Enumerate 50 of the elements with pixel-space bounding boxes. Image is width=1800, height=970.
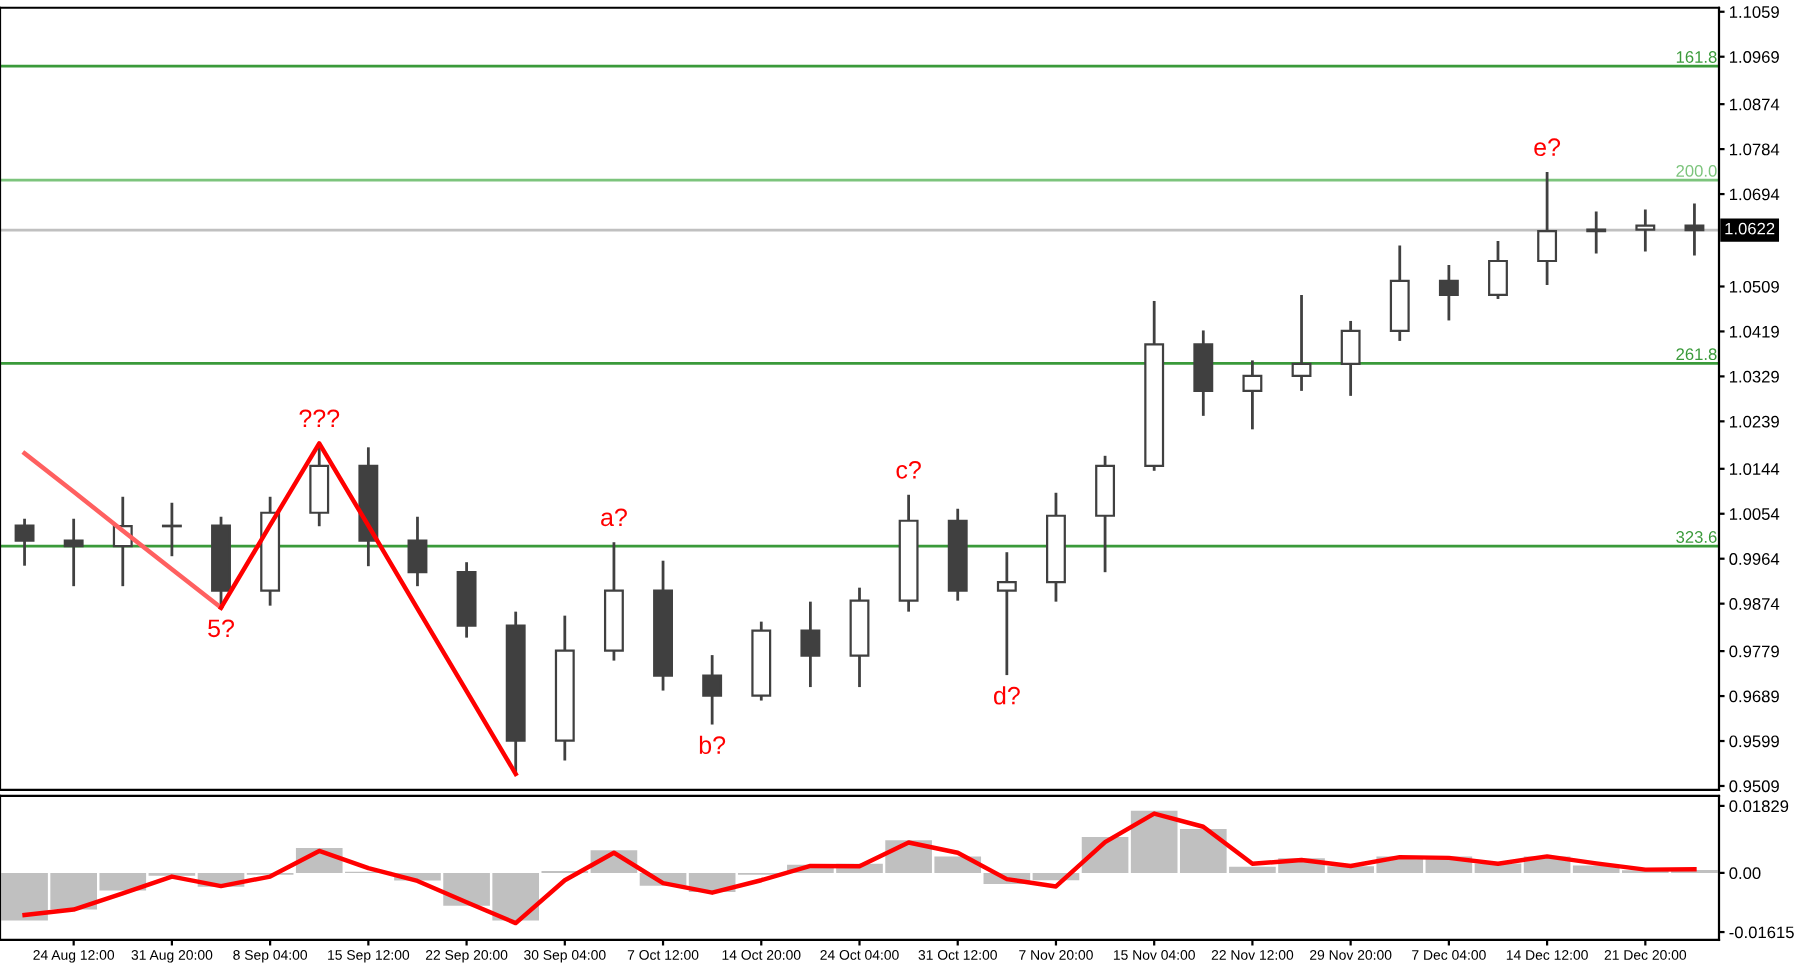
y-tick-label: 1.0694 xyxy=(1729,188,1780,201)
candlestick xyxy=(1340,319,1361,398)
y-tick-label: 1.1059 xyxy=(1729,6,1779,18)
candlestick xyxy=(1586,210,1607,255)
y-tick-label: 1.0874 xyxy=(1729,98,1780,111)
y-tick-label: 0.9599 xyxy=(1729,735,1779,748)
y-tick-label: 0.9509 xyxy=(1729,780,1779,793)
y-tick-label: 1.0784 xyxy=(1729,143,1780,156)
y-tick-label: 0.00 xyxy=(1729,867,1761,880)
y-tick-label: 1.0329 xyxy=(1729,370,1779,383)
y-tick-label: 1.0144 xyxy=(1729,463,1780,475)
candlestick xyxy=(63,517,84,588)
y-tick-label: 1.0419 xyxy=(1729,325,1779,338)
line-series xyxy=(22,451,224,610)
y-tick-label: -0.01615 xyxy=(1729,926,1794,939)
y-tick-label: 1.0509 xyxy=(1729,280,1779,293)
y-tick-label: 1.0969 xyxy=(1729,51,1779,63)
candlestick xyxy=(1242,359,1263,431)
candlestick xyxy=(407,515,428,588)
annotation: 161.8 xyxy=(1676,51,1717,63)
candlestick xyxy=(1537,170,1558,287)
y-tick-label: 1.0054 xyxy=(1729,508,1780,520)
annotation: 5? xyxy=(208,619,234,638)
y-tick-label: 0.9874 xyxy=(1729,598,1780,610)
candlestick xyxy=(1438,263,1459,322)
candlestick xyxy=(1488,239,1508,301)
annotation: ??? xyxy=(299,409,340,428)
y-tick-label: 0.01829 xyxy=(1729,800,1789,813)
annotation: 323.6 xyxy=(1676,531,1717,543)
annotation: 261.8 xyxy=(1676,348,1717,361)
annotation: c? xyxy=(896,461,921,479)
candlestick xyxy=(702,653,723,726)
line-series xyxy=(22,811,1697,926)
annotation: a? xyxy=(601,508,627,527)
annotation: 200.0 xyxy=(1676,164,1717,177)
candlestick xyxy=(1684,202,1705,257)
y-tick-label: 1.0239 xyxy=(1729,415,1779,428)
y-tick-label: 0.9779 xyxy=(1729,645,1779,658)
candlestick xyxy=(14,517,35,568)
y-tick-label: 0.9689 xyxy=(1729,690,1779,703)
ref-line-label: 1.0622 xyxy=(1725,222,1775,235)
annotation: b? xyxy=(699,735,726,755)
candlestick xyxy=(1291,293,1312,393)
annotation: e? xyxy=(1534,138,1561,157)
y-tick-label: 0.9964 xyxy=(1729,553,1780,565)
candlestick xyxy=(996,550,1017,677)
annotation: d? xyxy=(993,686,1020,705)
candlestick xyxy=(1635,208,1656,253)
candlestick xyxy=(800,600,821,689)
candlestick xyxy=(1193,329,1214,418)
